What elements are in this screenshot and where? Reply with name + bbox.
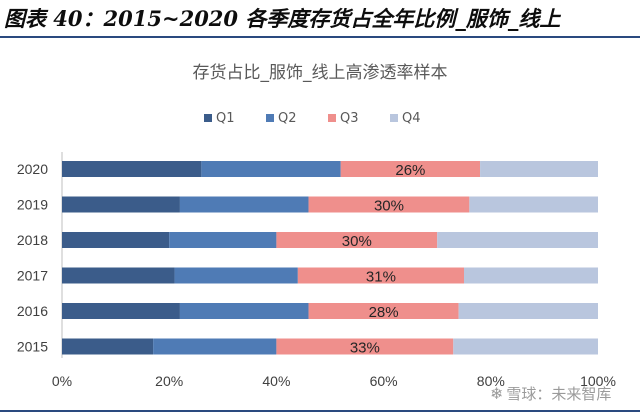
watermark-text: 雪球：未来智库 — [506, 385, 612, 403]
watermark: ❄ 雪球：未来智库 — [490, 383, 611, 404]
bar-2019-q1 — [62, 196, 180, 213]
bar-2020-q4 — [480, 161, 598, 177]
bar-2019-q2 — [179, 196, 309, 213]
bar-2016-q1 — [62, 303, 180, 319]
x-tick-label: 0% — [52, 373, 72, 389]
bar-2015-q4 — [453, 338, 598, 355]
data-label-2015-q3: 33% — [350, 340, 380, 357]
bar-2017-q2 — [174, 267, 298, 284]
x-tick-label: 20% — [155, 373, 183, 389]
bar-2015-q1 — [62, 338, 154, 355]
bar-2017-q3 — [297, 267, 464, 284]
chart-title: 存货占比_服饰_线上高渗透率样本 — [193, 63, 448, 83]
legend-label-q2: Q2 — [278, 111, 297, 126]
bar-2020-q1 — [62, 161, 202, 177]
bar-2017-q1 — [62, 267, 175, 284]
bar-2016-q4 — [458, 303, 598, 319]
bar-2019-q3 — [308, 196, 470, 213]
figure-title: 图表 40：2015~2020 各季度存货占全年比例_服饰_线上 — [4, 6, 561, 31]
bar-2018-q1 — [62, 232, 170, 248]
data-label-2019-q3: 30% — [374, 198, 404, 215]
bar-2018-q3 — [276, 232, 438, 248]
data-label-2017-q3: 31% — [366, 269, 396, 286]
category-label-2019: 2019 — [17, 197, 48, 213]
x-tick-label: 60% — [370, 373, 398, 389]
legend-swatch-q2 — [266, 114, 274, 122]
bar-2015-q3 — [276, 338, 454, 355]
legend-swatch-q1 — [204, 114, 212, 122]
x-tick-label: 40% — [262, 373, 290, 389]
data-label-2020-q3: 26% — [395, 162, 425, 179]
bar-2016-q3 — [308, 303, 459, 319]
bar-2020-q2 — [201, 161, 341, 177]
legend-label-q1: Q1 — [216, 111, 235, 126]
bar-2018-q2 — [169, 232, 277, 248]
bar-2016-q2 — [179, 303, 309, 319]
snowball-icon: ❄ — [490, 384, 504, 403]
data-label-2016-q3: 28% — [369, 304, 399, 321]
category-label-2015: 2015 — [17, 339, 48, 355]
legend-label-q3: Q3 — [340, 111, 359, 126]
bar-2020-q3 — [340, 161, 481, 177]
x-tick-label: 100% — [580, 373, 616, 389]
bottom-rule — [0, 410, 640, 412]
bar-2018-q4 — [437, 232, 598, 248]
legend-label-q4: Q4 — [402, 111, 421, 126]
x-tick-label: 80% — [477, 373, 505, 389]
bar-2017-q4 — [464, 267, 598, 284]
data-label-2018-q3: 30% — [342, 233, 372, 250]
category-label-2018: 2018 — [17, 232, 48, 248]
category-label-2016: 2016 — [17, 303, 48, 319]
bar-2015-q2 — [153, 338, 277, 355]
title-underline — [0, 36, 640, 38]
legend-swatch-q4 — [390, 114, 398, 122]
bar-2019-q4 — [469, 196, 598, 213]
category-label-2020: 2020 — [17, 161, 48, 177]
category-label-2017: 2017 — [17, 268, 48, 284]
legend-swatch-q3 — [328, 114, 336, 122]
